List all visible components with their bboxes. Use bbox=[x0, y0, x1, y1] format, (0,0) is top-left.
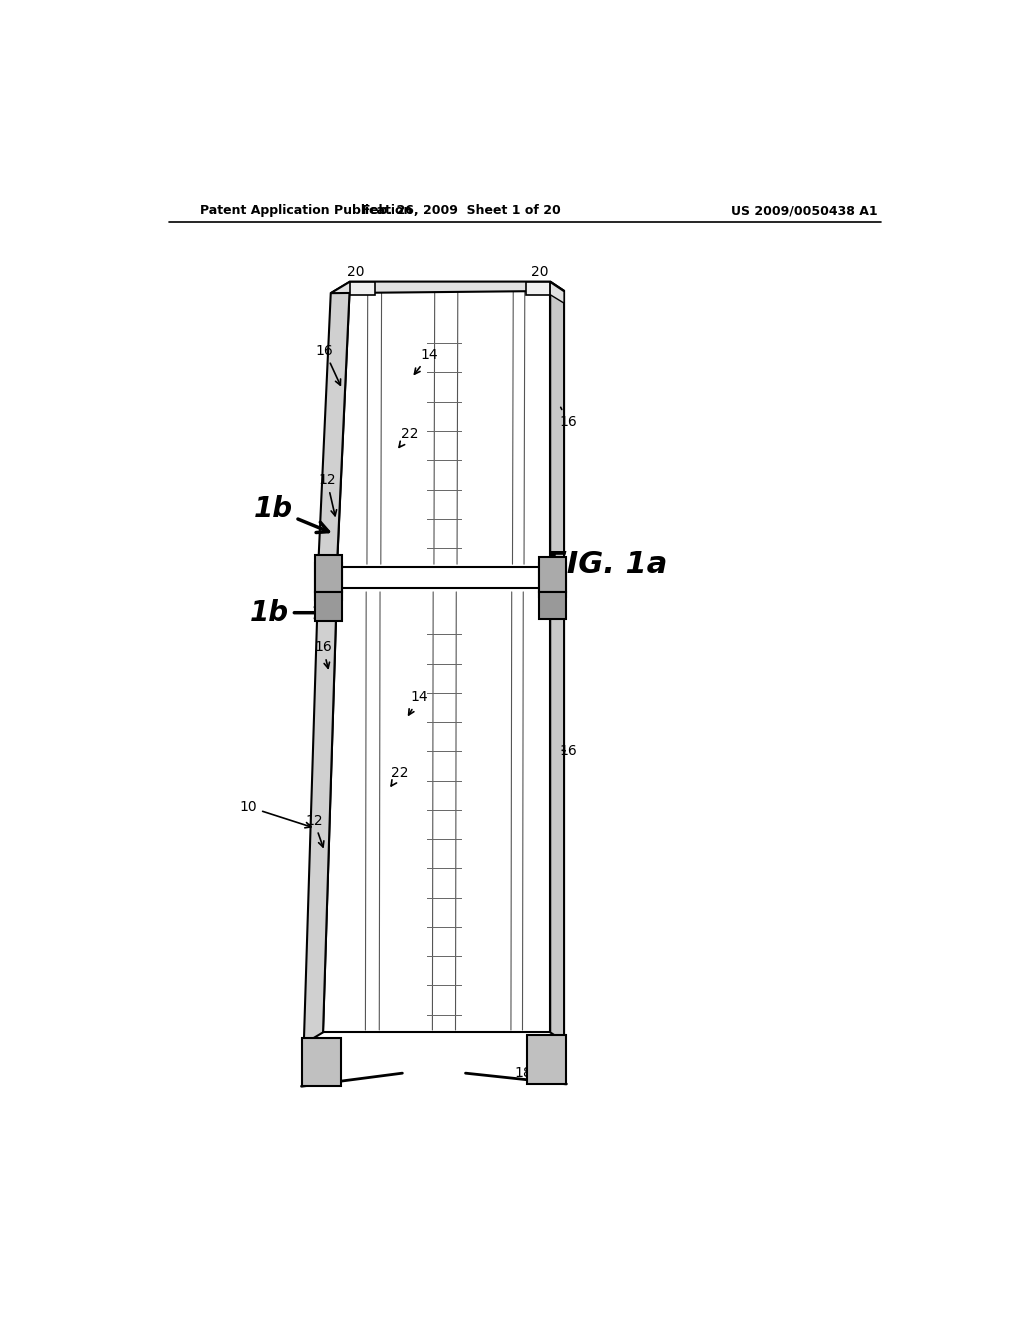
Text: 18: 18 bbox=[514, 1067, 556, 1081]
Polygon shape bbox=[527, 1035, 566, 1084]
Polygon shape bbox=[315, 564, 342, 599]
Text: 16: 16 bbox=[559, 408, 577, 429]
Text: US 2009/0050438 A1: US 2009/0050438 A1 bbox=[731, 205, 878, 218]
Text: 20: 20 bbox=[531, 265, 549, 285]
Text: Patent Application Publication: Patent Application Publication bbox=[200, 205, 413, 218]
Polygon shape bbox=[301, 1038, 341, 1086]
Text: 16: 16 bbox=[559, 744, 577, 758]
Text: 14: 14 bbox=[415, 347, 438, 374]
Text: 14: 14 bbox=[409, 690, 428, 715]
Text: 22: 22 bbox=[399, 428, 418, 447]
Polygon shape bbox=[331, 281, 564, 293]
Polygon shape bbox=[337, 281, 550, 566]
Polygon shape bbox=[323, 589, 550, 1032]
Polygon shape bbox=[315, 554, 342, 591]
Text: 16: 16 bbox=[314, 640, 332, 668]
Polygon shape bbox=[317, 281, 350, 578]
Polygon shape bbox=[540, 557, 566, 591]
Text: 12: 12 bbox=[318, 474, 337, 516]
Polygon shape bbox=[550, 281, 564, 576]
Polygon shape bbox=[540, 591, 566, 619]
Text: 10: 10 bbox=[240, 800, 311, 828]
Text: 1b: 1b bbox=[254, 495, 329, 532]
Polygon shape bbox=[350, 282, 375, 294]
Text: 16: 16 bbox=[315, 345, 341, 385]
Polygon shape bbox=[304, 589, 337, 1044]
Polygon shape bbox=[550, 589, 564, 1041]
Polygon shape bbox=[525, 282, 550, 294]
Text: 1b: 1b bbox=[250, 599, 327, 627]
Text: 12: 12 bbox=[305, 813, 324, 847]
Text: Feb. 26, 2009  Sheet 1 of 20: Feb. 26, 2009 Sheet 1 of 20 bbox=[362, 205, 561, 218]
Text: 18: 18 bbox=[315, 1067, 338, 1081]
Polygon shape bbox=[550, 282, 564, 304]
Text: 22: 22 bbox=[391, 766, 409, 785]
Text: 20: 20 bbox=[347, 265, 365, 286]
Polygon shape bbox=[540, 564, 566, 597]
Polygon shape bbox=[315, 591, 342, 622]
Text: FIG. 1a: FIG. 1a bbox=[546, 550, 667, 579]
